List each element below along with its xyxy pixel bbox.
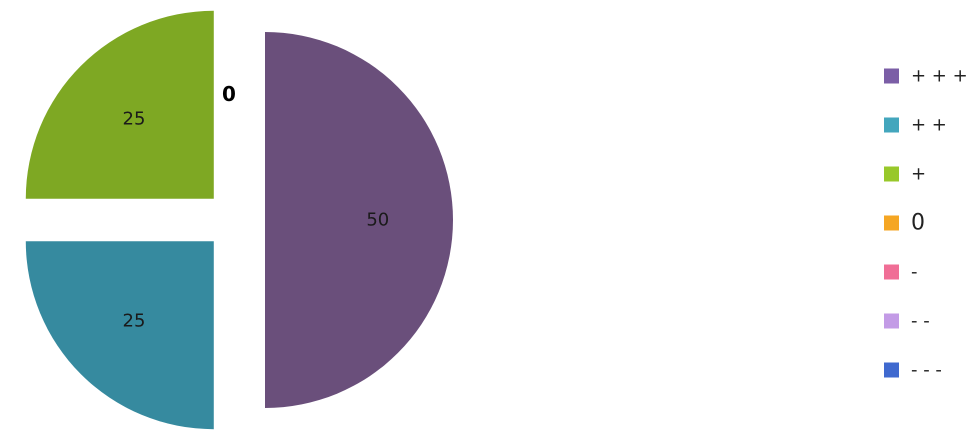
legend-item-zero-3: 0 <box>884 211 925 236</box>
legend-swatch <box>884 68 899 84</box>
pie-slices <box>25 10 453 430</box>
data-label-plus-plus-plus-0: 50 <box>366 210 389 231</box>
legend-swatch <box>884 166 899 182</box>
data-label-zero-3: 0 <box>222 82 236 106</box>
legend-swatch <box>884 362 899 378</box>
pie-slice-plus-plus-plus-0 <box>265 32 453 408</box>
legend-swatch <box>884 215 899 231</box>
data-label-plus-plus-1: 25 <box>123 311 146 332</box>
legend-item-plus-2: + <box>884 164 926 185</box>
data-label-plus-2: 25 <box>123 109 146 130</box>
legend-label: + + + <box>911 66 967 87</box>
legend-label: + + <box>911 115 947 136</box>
legend-item-minus-minus-5: - - <box>884 311 930 332</box>
legend-swatch <box>884 264 899 280</box>
legend-label: - - - <box>911 360 942 381</box>
pie-slice-labels: 50 25 25 0 <box>123 82 390 332</box>
legend-label: - <box>911 262 918 283</box>
legend-label: - - <box>911 311 930 332</box>
legend-label: + <box>911 164 926 185</box>
pie-slice-plus-2 <box>25 10 214 199</box>
legend-item-minus-minus-minus-6: - - - <box>884 360 942 381</box>
legend-label: 0 <box>911 211 925 236</box>
legend-swatch <box>884 117 899 133</box>
legend-swatch <box>884 313 899 329</box>
legend-item-minus-4: - <box>884 262 918 283</box>
legend: + + + + + +0 - - - - - - <box>884 66 967 381</box>
legend-item-plus-plus-1: + + <box>884 115 947 136</box>
pie-slice-plus-plus-1 <box>25 241 214 430</box>
legend-item-plus-plus-plus-0: + + + <box>884 66 967 87</box>
